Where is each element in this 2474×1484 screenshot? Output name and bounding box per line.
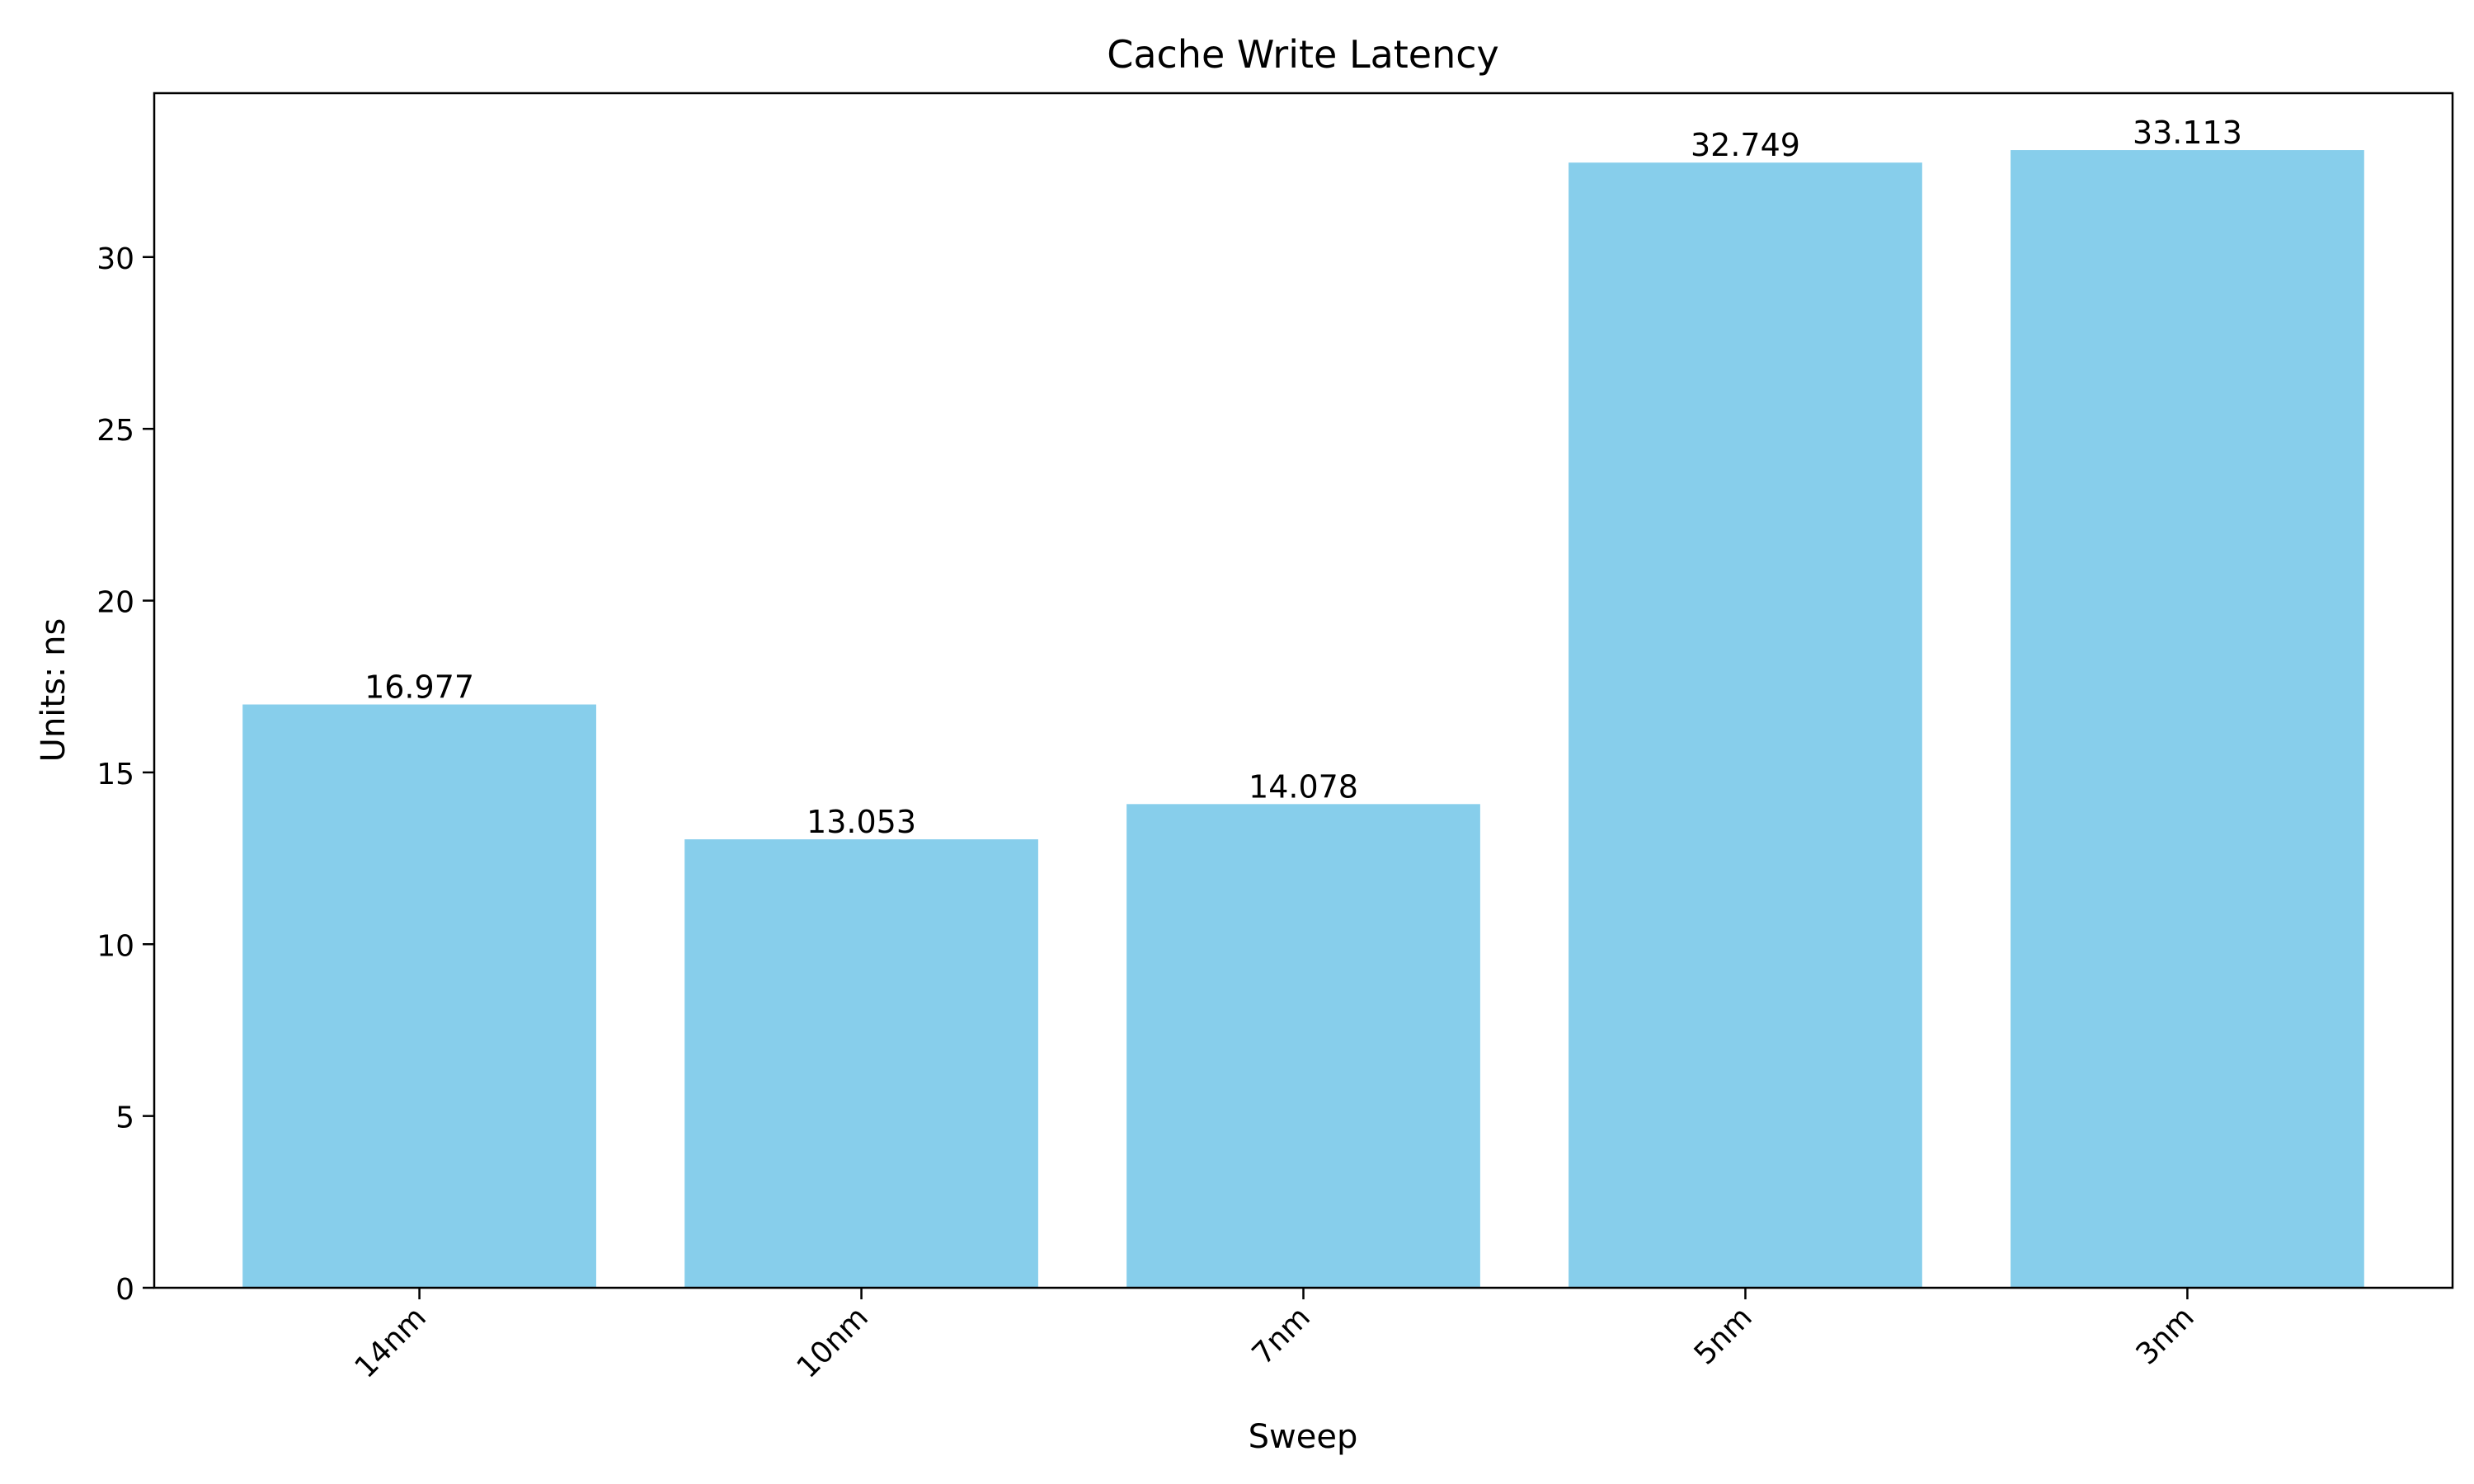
bar-10nm xyxy=(684,839,1038,1288)
y-tick-label: 30 xyxy=(96,242,134,276)
x-axis-label: Sweep xyxy=(1249,1418,1358,1456)
y-tick-label: 15 xyxy=(96,758,134,791)
x-tick-label: 14nm xyxy=(349,1300,433,1384)
x-tick-label: 10nm xyxy=(791,1300,875,1384)
y-tick-label: 25 xyxy=(96,414,134,448)
plot-area-frame xyxy=(153,92,2454,1289)
y-tick-label: 20 xyxy=(96,586,134,620)
bar-value-label: 13.053 xyxy=(807,804,916,840)
x-tick-label: 5nm xyxy=(1688,1300,1759,1371)
bar-3nm xyxy=(2011,150,2364,1288)
bar-14nm xyxy=(242,704,596,1288)
y-axis-ticks: 0 5 10 15 20 25 30 xyxy=(96,242,154,1307)
x-tick-label: 7nm xyxy=(1246,1300,1317,1371)
bar-value-label: 33.113 xyxy=(2133,115,2242,151)
bar-series xyxy=(242,150,2364,1288)
bar-value-label: 32.749 xyxy=(1691,127,1800,163)
x-axis-ticks: 14nm 10nm 7nm 5nm 3nm xyxy=(349,1288,2201,1385)
bar-value-labels: 16.977 13.053 14.078 32.749 33.113 xyxy=(365,115,2242,840)
bar-value-label: 16.977 xyxy=(365,669,474,706)
bar-value-label: 14.078 xyxy=(1249,768,1358,805)
bar-7nm xyxy=(1126,804,1480,1288)
chart-title: Cache Write Latency xyxy=(1107,32,1499,77)
y-axis-label: Units: ns xyxy=(35,618,73,763)
y-tick-label: 0 xyxy=(115,1273,134,1307)
y-tick-label: 5 xyxy=(115,1101,134,1135)
y-tick-label: 10 xyxy=(96,929,134,963)
x-tick-label: 3nm xyxy=(2130,1300,2201,1371)
bar-5nm xyxy=(1569,162,1922,1288)
